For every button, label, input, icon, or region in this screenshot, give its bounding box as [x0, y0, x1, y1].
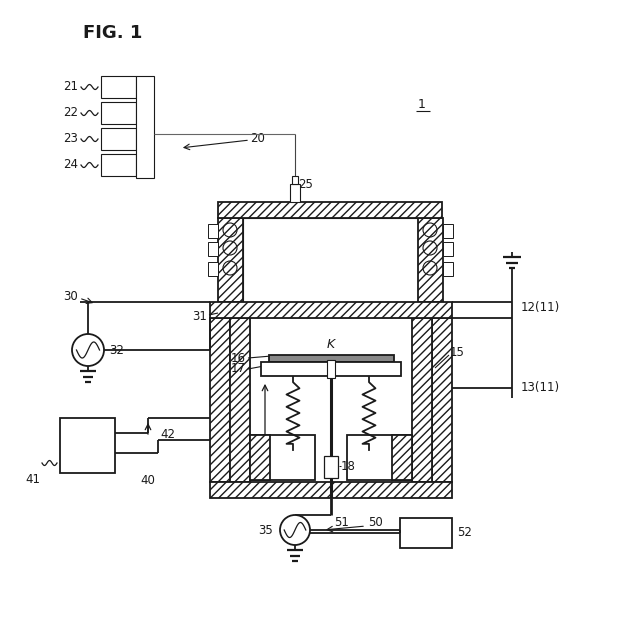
Bar: [432, 318, 452, 482]
Bar: [269, 355, 394, 362]
Bar: [250, 435, 315, 480]
Text: 40: 40: [141, 474, 156, 487]
Bar: [210, 318, 230, 482]
Bar: [324, 456, 338, 478]
Bar: [60, 418, 115, 473]
Bar: [290, 184, 300, 202]
Text: 20: 20: [250, 132, 265, 145]
Circle shape: [72, 334, 104, 366]
Circle shape: [423, 261, 437, 275]
Bar: [136, 76, 154, 178]
Bar: [208, 262, 218, 276]
Text: 21: 21: [63, 80, 78, 94]
Bar: [261, 362, 401, 376]
Bar: [347, 435, 412, 480]
Circle shape: [223, 261, 237, 275]
Bar: [101, 154, 136, 176]
Bar: [327, 360, 335, 378]
Text: 42: 42: [160, 429, 175, 442]
Text: 17: 17: [231, 363, 246, 376]
Bar: [218, 218, 243, 302]
Text: 12(11): 12(11): [521, 301, 560, 314]
Bar: [210, 482, 452, 498]
Text: 30: 30: [63, 290, 78, 303]
Bar: [418, 218, 443, 302]
Text: 1: 1: [418, 99, 426, 112]
Text: 22: 22: [63, 107, 78, 120]
Text: 15: 15: [450, 346, 465, 359]
Circle shape: [223, 241, 237, 255]
Text: 52: 52: [457, 527, 472, 540]
Bar: [208, 242, 218, 256]
Bar: [412, 318, 432, 482]
Text: 13(11): 13(11): [521, 381, 560, 394]
Bar: [250, 318, 412, 482]
Bar: [243, 218, 418, 302]
Text: 35: 35: [258, 524, 273, 537]
Bar: [101, 128, 136, 150]
Bar: [400, 518, 452, 548]
Bar: [101, 102, 136, 124]
Bar: [392, 435, 412, 480]
Text: 50: 50: [368, 515, 383, 529]
Bar: [101, 76, 136, 98]
Bar: [443, 262, 453, 276]
Circle shape: [223, 223, 237, 237]
Bar: [250, 435, 270, 480]
Text: K: K: [327, 338, 335, 351]
Text: FIG. 1: FIG. 1: [83, 24, 142, 42]
Circle shape: [423, 241, 437, 255]
Bar: [443, 224, 453, 238]
Circle shape: [423, 223, 437, 237]
Text: 18: 18: [341, 461, 356, 474]
Bar: [443, 242, 453, 256]
Circle shape: [280, 515, 310, 545]
Text: 25: 25: [298, 178, 313, 192]
Bar: [210, 302, 452, 318]
Bar: [208, 224, 218, 238]
Text: 24: 24: [63, 158, 78, 172]
Text: 41: 41: [25, 473, 40, 486]
Bar: [292, 176, 298, 184]
Text: 32: 32: [109, 343, 124, 356]
Bar: [230, 318, 250, 482]
Text: 16: 16: [231, 351, 246, 364]
Text: 23: 23: [63, 132, 78, 145]
Text: 51: 51: [334, 516, 349, 529]
Bar: [218, 202, 442, 218]
Text: 31: 31: [192, 311, 207, 323]
